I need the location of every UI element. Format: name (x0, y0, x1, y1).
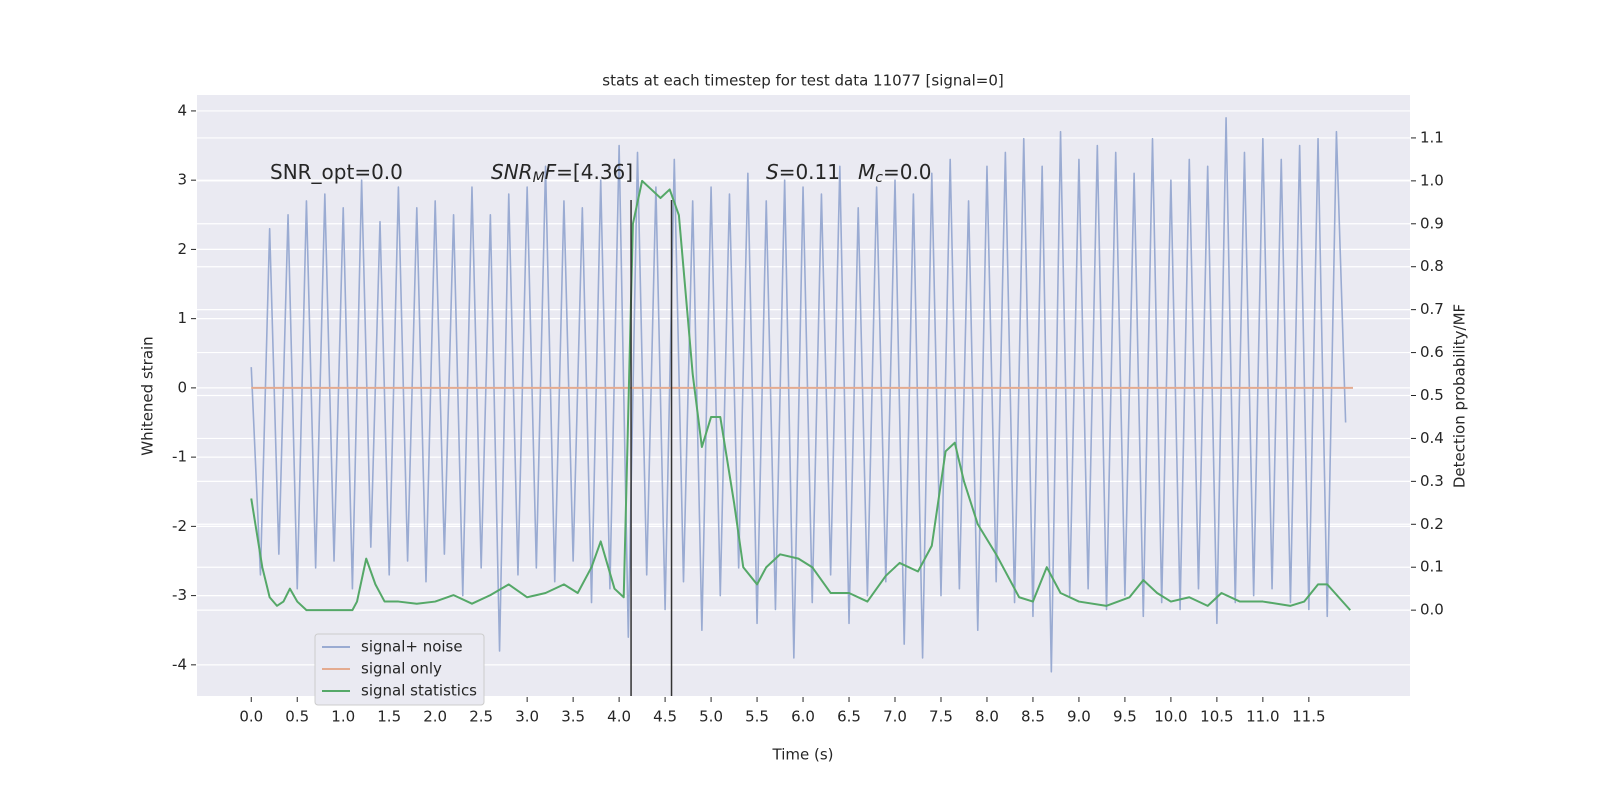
x-tick-label: 9.0 (1067, 708, 1091, 726)
x-axis-label: Time (s) (772, 746, 834, 764)
annotation-part: M (858, 160, 875, 184)
x-tick-label: 7.0 (883, 708, 907, 726)
series-line (250, 117, 1347, 673)
legend-box (314, 633, 485, 706)
x-tick-label: 10.0 (1154, 708, 1187, 726)
x-tick-label: 1.0 (331, 708, 355, 726)
annotation-part: S (766, 160, 779, 184)
y-tick-label: 1 (177, 309, 187, 327)
x-tick-label: 3.5 (561, 708, 585, 726)
y2-tick-label: 0.4 (1420, 429, 1444, 447)
y2-tick-label: 0.3 (1420, 472, 1444, 490)
x-tick-label: 5.5 (745, 708, 769, 726)
legend-label: signal statistics (361, 682, 477, 700)
x-tick-label: 2.0 (423, 708, 447, 726)
y-tick-label: -2 (172, 517, 187, 535)
x-tick-label: 8.5 (1021, 708, 1045, 726)
x-tick-label: 0.0 (239, 708, 263, 726)
x-tick-label: 6.5 (837, 708, 861, 726)
y2-tick-label: 1.1 (1420, 128, 1444, 146)
y2-tick-label: 0.0 (1420, 601, 1444, 619)
x-tick-label: 7.5 (929, 708, 953, 726)
y2-tick-label: 0.6 (1420, 343, 1444, 361)
annotation-part: =[4.36] (556, 160, 633, 184)
x-tick-label: 8.0 (975, 708, 999, 726)
x-tick-label: 4.5 (653, 708, 677, 726)
annotation: SNRMF=[4.36] (491, 160, 633, 187)
y-tick-label: 2 (177, 240, 187, 258)
series-line (250, 179, 1351, 612)
y2-tick-label: 0.2 (1420, 515, 1444, 533)
x-tick-label: 1.5 (377, 708, 401, 726)
annotation-part: F (545, 160, 557, 184)
y-tick-label: 3 (177, 171, 187, 189)
x-tick-label: 10.5 (1200, 708, 1233, 726)
y-tick-label: 4 (177, 101, 187, 119)
y-tick-label: -4 (172, 655, 187, 673)
y2-axis-label: Detection probability/MF (1451, 304, 1469, 488)
annotation-part: SNR (491, 160, 533, 184)
y2-tick-label: 0.9 (1420, 214, 1444, 232)
x-tick-label: 2.5 (469, 708, 493, 726)
x-tick-label: 4.0 (607, 708, 631, 726)
annotation-part: =0.0 (883, 160, 932, 184)
y-tick-label: -3 (172, 586, 187, 604)
x-tick-label: 6.0 (791, 708, 815, 726)
y-axis-label: Whitened strain (139, 336, 157, 455)
annotation: SNR_opt=0.0 (270, 160, 403, 184)
y2-tick-label: 0.7 (1420, 300, 1444, 318)
x-tick-label: 3.0 (515, 708, 539, 726)
annotation-part: M (533, 170, 545, 186)
y-tick-label: 0 (177, 378, 187, 396)
x-tick-label: 11.0 (1246, 708, 1279, 726)
y2-tick-label: 0.1 (1420, 558, 1444, 576)
x-tick-label: 11.5 (1292, 708, 1325, 726)
legend-label: signal only (361, 660, 442, 678)
y2-tick-label: 0.5 (1420, 386, 1444, 404)
chart-title: stats at each timestep for test data 110… (602, 72, 1003, 90)
y2-tick-label: 0.8 (1420, 257, 1444, 275)
annotation-part: c (875, 170, 883, 186)
annotation: S=0.11 (766, 160, 840, 184)
annotation-part: SNR_opt=0.0 (270, 160, 403, 184)
annotation-part: =0.11 (779, 160, 840, 184)
legend-label: signal+ noise (361, 638, 463, 656)
x-tick-label: 5.0 (699, 708, 723, 726)
x-tick-label: 0.5 (285, 708, 309, 726)
y-tick-label: -1 (172, 448, 187, 466)
annotation: Mc=0.0 (858, 160, 932, 187)
y2-tick-label: 1.0 (1420, 171, 1444, 189)
x-tick-label: 9.5 (1113, 708, 1137, 726)
